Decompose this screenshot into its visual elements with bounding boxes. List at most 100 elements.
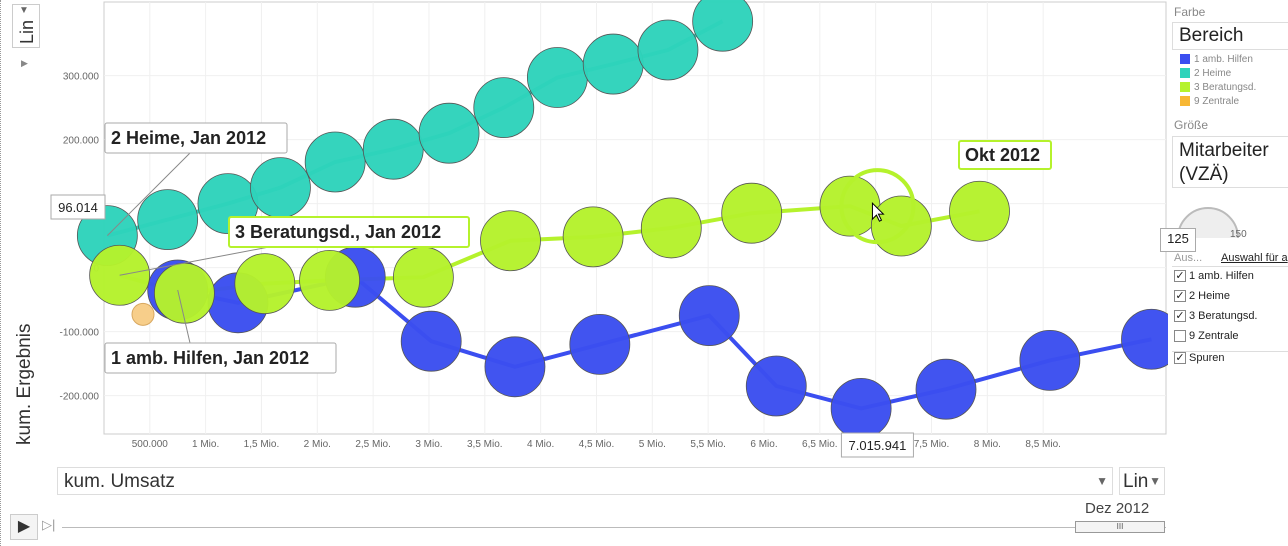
bubble-point xyxy=(870,195,932,257)
trails-toggle[interactable]: ✓ Spuren xyxy=(1174,350,1224,366)
y-tick-label: -200.000 xyxy=(60,392,100,403)
series-checkbox-item[interactable]: ✓ 2 Heime xyxy=(1174,288,1230,304)
bubble-point xyxy=(299,249,360,311)
color-title: Farbe xyxy=(1174,5,1206,19)
mouse-cursor-icon xyxy=(871,201,885,222)
series-checkbox-item[interactable]: 9 Zentrale xyxy=(1174,328,1239,344)
x-hover-value: 7.015.941 xyxy=(849,438,907,453)
trails-checkbox[interactable]: ✓ xyxy=(1174,352,1186,365)
select-label: Aus... xyxy=(1174,252,1203,264)
series-checkbox-label: 9 Zentrale xyxy=(1189,330,1239,342)
bubble-point xyxy=(1019,329,1081,391)
annotations: 2 Heime, Jan 2012 3 Beratungsd., Jan 2012… xyxy=(104,122,1052,374)
bubble-point xyxy=(250,157,311,219)
legend-item[interactable]: 9 Zentrale xyxy=(1180,96,1239,108)
bubble-point xyxy=(131,302,155,326)
legend-item[interactable]: 2 Heime xyxy=(1180,68,1231,80)
trails-label: Spuren xyxy=(1189,352,1225,364)
x-scale-dropdown-icon[interactable]: ▼ xyxy=(1149,474,1161,488)
x-axis-dropdown-icon[interactable]: ▼ xyxy=(1096,474,1108,488)
x-tick-label: 6 Mio. xyxy=(750,439,777,450)
size-select[interactable]: Mitarbeiter (VZÄ) xyxy=(1172,136,1288,188)
y-tick-label: -100.000 xyxy=(60,328,100,339)
highlight-ring xyxy=(839,168,916,245)
y-scale-dropdown-icon[interactable]: ▼ xyxy=(19,5,29,16)
y-tick-label: 200.000 xyxy=(63,136,100,147)
series-checkbox[interactable] xyxy=(1174,330,1186,343)
bubble-point xyxy=(1121,308,1168,370)
x-tick-label: 500.000 xyxy=(132,439,169,450)
time-slider-track[interactable] xyxy=(62,527,1166,528)
bubble-point xyxy=(304,131,366,193)
x-axis-label: kum. Umsatz xyxy=(64,471,175,492)
bubble-point xyxy=(362,118,424,180)
hover-readouts: 7.015.941 96.014 xyxy=(50,194,914,458)
annotation-box xyxy=(104,122,288,154)
select-all-link[interactable]: Auswahl für a xyxy=(1221,252,1288,264)
step-forward-icon[interactable]: ▷| xyxy=(42,517,56,532)
bubble-point xyxy=(678,285,740,347)
series-checkbox-label: 1 amb. Hilfen xyxy=(1189,270,1254,282)
legend-label: 3 Beratungsd. xyxy=(1194,82,1257,93)
color-select[interactable]: Bereich xyxy=(1172,22,1288,50)
x-tick-label: 3,5 Mio. xyxy=(467,439,503,450)
x-scale-label: Lin xyxy=(1123,471,1149,492)
y-tick-label: 300.000 xyxy=(63,72,100,83)
annotation-leader xyxy=(177,289,191,344)
bubble-point xyxy=(480,210,541,272)
gauge-max: 150 xyxy=(1230,229,1247,240)
series-checkbox[interactable]: ✓ xyxy=(1174,290,1186,303)
x-axis-select[interactable]: kum. Umsatz ▼ xyxy=(57,467,1113,495)
legend-swatch xyxy=(1180,54,1190,65)
y-hover-value: 96.014 xyxy=(58,200,98,215)
x-tick-label: 6,5 Mio. xyxy=(802,439,838,450)
series-bubbles xyxy=(76,0,1168,439)
annotation-box xyxy=(104,342,337,374)
y-axis-menu-icon[interactable]: ▶ xyxy=(21,58,28,68)
annotation-text: 1 amb. Hilfen, Jan 2012 xyxy=(111,348,309,368)
series-checkbox[interactable]: ✓ xyxy=(1174,310,1186,323)
bubble-point xyxy=(949,180,1010,242)
bubble-point xyxy=(562,206,624,268)
bubble-point xyxy=(392,246,454,308)
series-checkbox-item[interactable]: ✓ 1 amb. Hilfen xyxy=(1174,268,1254,284)
bubble-point xyxy=(692,0,754,52)
bubble-point xyxy=(418,102,480,164)
annotation-text: 3 Beratungsd., Jan 2012 xyxy=(235,222,441,242)
series-checkbox[interactable]: ✓ xyxy=(1174,270,1186,283)
time-slider-thumb[interactable]: III xyxy=(1075,521,1165,533)
legend-item[interactable]: 3 Beratungsd. xyxy=(1180,82,1256,94)
legend-swatch xyxy=(1180,68,1190,79)
x-tick-label: 5 Mio. xyxy=(639,439,666,450)
legend-swatch xyxy=(1180,96,1190,107)
x-tick-label: 5,5 Mio. xyxy=(690,439,726,450)
x-tick-label: 2 Mio. xyxy=(304,439,331,450)
bubble-point xyxy=(915,358,977,420)
legend-label: 2 Heime xyxy=(1194,68,1232,79)
bubble-point xyxy=(830,377,892,439)
x-tick-label: 1,5 Mio. xyxy=(244,439,280,450)
legend-label: 9 Zentrale xyxy=(1194,96,1240,107)
series-checkbox-list xyxy=(1172,266,1288,352)
y-scale-select[interactable] xyxy=(12,4,40,48)
play-button[interactable]: ▶ xyxy=(10,514,38,540)
annotation-text: Okt 2012 xyxy=(965,145,1040,165)
bubble-point xyxy=(473,77,535,138)
legend-swatch xyxy=(1180,82,1190,93)
x-tick-label: 2,5 Mio. xyxy=(355,439,391,450)
bubble-point xyxy=(137,189,199,251)
x-scale-select[interactable]: Lin ▼ xyxy=(1119,467,1165,495)
legend-item[interactable]: 1 amb. Hilfen xyxy=(1180,54,1253,66)
series-checkbox-item[interactable]: ✓ 3 Beratungsd. xyxy=(1174,308,1258,324)
bubble-point xyxy=(569,313,631,375)
x-tick-label: 4,5 Mio. xyxy=(579,439,615,450)
annotation-text: 2 Heime, Jan 2012 xyxy=(111,128,266,148)
annotation-leader xyxy=(119,246,270,276)
x-hover-box xyxy=(840,432,914,458)
size-title: Größe xyxy=(1174,118,1209,132)
bubble-point xyxy=(234,253,296,315)
size-select-line1: Mitarbeiter xyxy=(1179,140,1269,161)
legend-label: 1 amb. Hilfen xyxy=(1194,54,1253,65)
